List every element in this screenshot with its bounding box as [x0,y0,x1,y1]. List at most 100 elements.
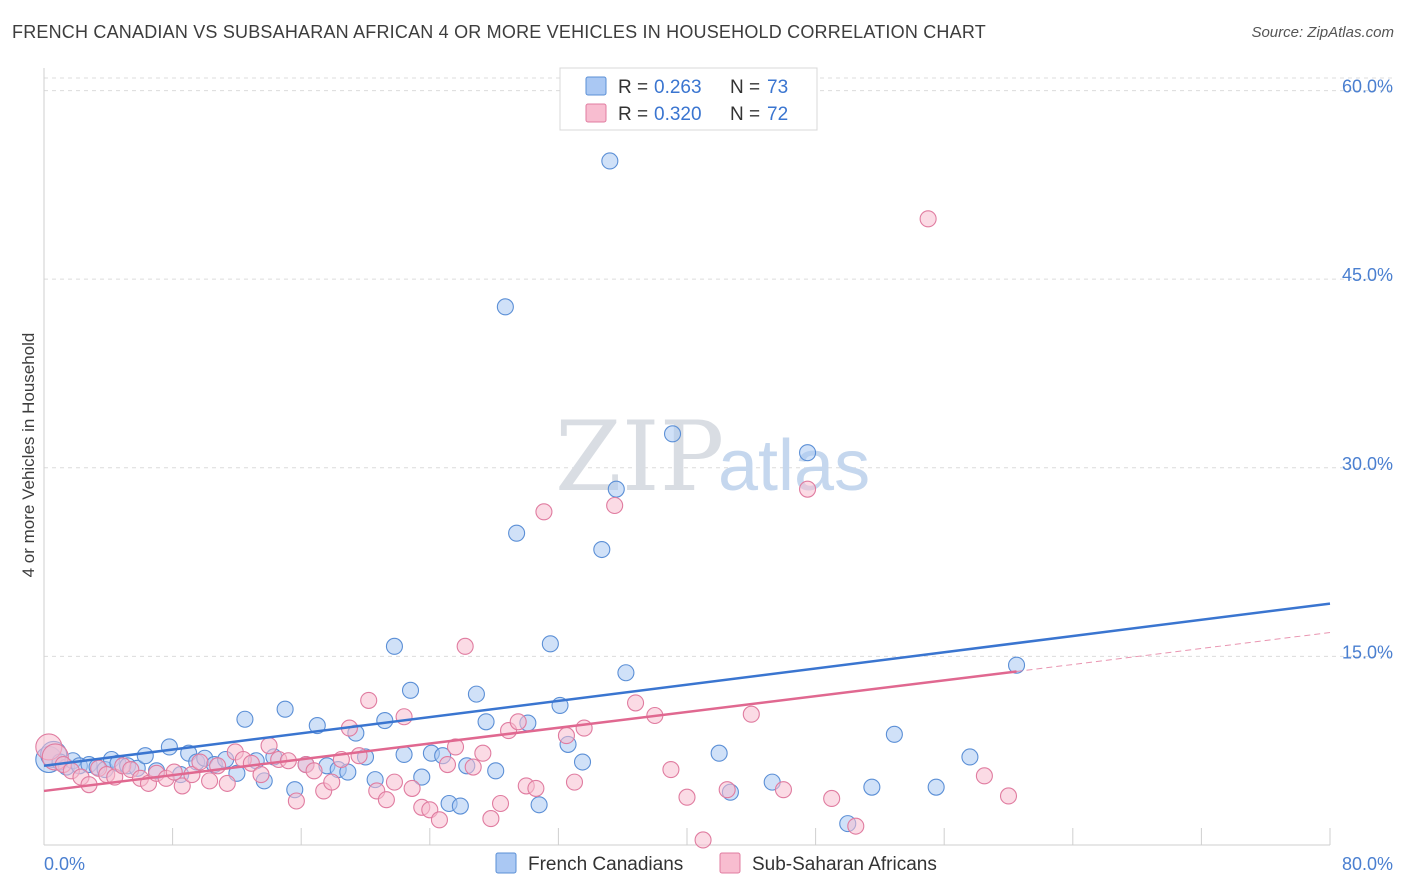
legend-label-french-canadians: French Canadians [528,854,683,875]
data-point [446,738,465,756]
legend-n-label-0: N = [730,77,760,98]
data-point [464,758,482,776]
data-point [430,811,448,829]
data-point [694,831,712,849]
trendline [43,602,1331,768]
data-point [927,778,945,796]
data-point [173,777,191,795]
data-point [601,152,619,170]
data-point [395,708,413,726]
data-point [961,748,979,766]
data-point [385,773,403,791]
legend-n-label-1: N = [730,104,760,125]
legend-r-value-0: 0.263 [654,77,702,98]
data-point [863,778,881,796]
data-point [456,637,474,655]
y-tick-label: 60.0% [1342,77,1393,97]
data-point [477,713,495,731]
data-point [565,773,584,791]
data-point [557,727,575,745]
legend-swatch-sub-saharan-africans [719,852,741,874]
data-point [491,794,510,813]
chart-title: FRENCH CANADIAN VS SUBSAHARAN AFRICAN 4 … [12,22,986,42]
data-point [799,444,817,462]
data-point [593,540,611,559]
data-point [487,762,505,780]
x-tick-label: 0.0% [44,854,85,874]
data-point [403,779,421,797]
data-point [573,753,592,771]
x-tick-labels: 0.0% 80.0% [44,854,1393,874]
data-point [482,810,500,828]
data-point [508,524,526,542]
data-point [305,762,323,780]
data-point [451,797,469,815]
data-point [260,737,278,755]
y-tick-labels: 15.0% 30.0% 45.0% 60.0% [1342,77,1393,663]
legend-label-sub-saharan-africans: Sub-Saharan Africans [752,854,937,875]
legend-swatch-french-canadians [495,852,517,874]
data-point [276,700,294,718]
data-point [975,767,993,785]
data-point [662,761,680,779]
data-point [575,719,593,737]
legend-swatch-blue [585,76,607,96]
correlation-legend: R = 0.263 N = 73 R = 0.320 N = 72 [559,67,818,131]
data-point [136,747,154,765]
data-point [496,298,514,316]
data-point [287,792,305,810]
data-point [718,781,736,799]
watermark: ZIP atlas [555,401,870,513]
data-point [385,637,403,655]
data-point [606,496,624,515]
source-credit: Source: ZipAtlas.com [1251,24,1394,41]
y-tick-label: 45.0% [1342,265,1393,285]
data-point [252,766,270,784]
axes [43,68,1331,846]
data-point [847,817,865,835]
series-french-canadians [35,152,1026,833]
data-point [308,716,326,735]
data-point [742,705,760,723]
legend-n-value-0: 73 [767,77,788,98]
data-point [509,713,527,731]
data-point [201,772,219,790]
watermark-atlas: atlas [718,426,870,506]
x-tick-label: 80.0% [1342,854,1393,874]
data-point [438,755,457,774]
series-legend: French Canadians Sub-Saharan Africans [495,852,937,875]
data-point [530,796,548,814]
data-point [541,635,559,653]
data-point [627,694,645,712]
data-point [919,210,937,228]
data-point [474,744,492,762]
legend-swatch-pink [585,103,607,123]
data-point [467,685,485,703]
trendline [43,670,1017,793]
data-point [678,788,696,806]
y-tick-label: 15.0% [1342,642,1393,662]
data-point [376,711,394,730]
legend-n-value-1: 72 [767,104,788,125]
data-point [710,744,728,762]
data-point [360,691,378,709]
grid-lines [44,77,1392,657]
data-point [160,738,178,756]
trendline [1016,632,1331,672]
data-point [191,753,209,771]
data-point [218,774,236,792]
data-point [401,681,420,699]
y-axis-label: 4 or more Vehicles in Household [19,333,38,578]
data-point [617,664,635,682]
data-point [663,425,682,443]
data-point [236,710,254,728]
data-point [799,480,817,498]
data-point [413,768,431,786]
y-tick-label: 30.0% [1342,454,1393,474]
watermark-zip: ZIP [555,401,724,513]
data-point [535,503,553,521]
data-point [395,745,413,764]
data-point [350,747,368,765]
data-point [165,763,183,781]
